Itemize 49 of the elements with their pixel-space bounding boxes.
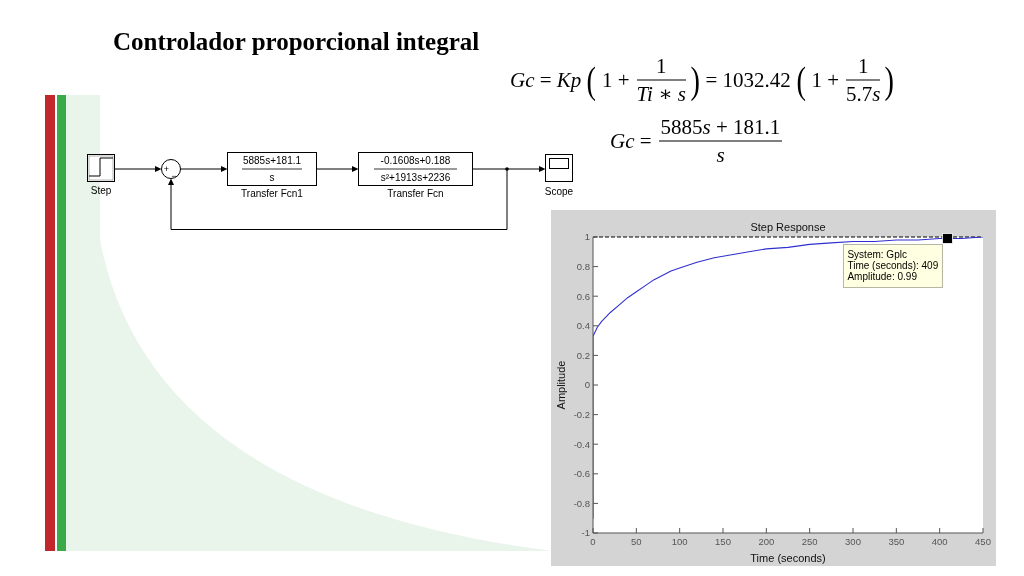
text: − bbox=[171, 170, 177, 180]
y-tick-label: 0.8 bbox=[576, 260, 590, 272]
text: 5885s + 181.1 bbox=[659, 114, 782, 141]
text: Transfer Fcn1 bbox=[241, 188, 303, 199]
y-tick-label: 0 bbox=[584, 379, 590, 391]
text: 5885s+181.1 bbox=[242, 155, 302, 166]
y-tick-label: -1 bbox=[581, 527, 590, 539]
y-tick-label: 0.6 bbox=[576, 290, 590, 302]
x-tick-label: 350 bbox=[888, 535, 905, 547]
text: Step bbox=[90, 185, 112, 196]
y-tick-label: -0.8 bbox=[573, 497, 590, 509]
text: Transfer Fcn bbox=[387, 188, 444, 199]
text: s bbox=[716, 142, 725, 167]
x-tick-label: 300 bbox=[845, 535, 861, 547]
text: ( bbox=[586, 58, 597, 101]
y-axis-title: Amplitude bbox=[554, 360, 567, 410]
text: Gc = bbox=[610, 128, 652, 153]
text: 1 + bbox=[811, 67, 839, 92]
x-tick-label: 100 bbox=[671, 535, 688, 547]
text: Scope bbox=[544, 186, 574, 197]
y-tick-label: -0.4 bbox=[573, 438, 590, 450]
text: 1 bbox=[856, 53, 870, 80]
text: Controlador proporcional integral bbox=[113, 27, 480, 55]
text: s bbox=[269, 171, 275, 183]
x-tick-label: 250 bbox=[801, 535, 818, 547]
y-tick-label: 1 bbox=[584, 231, 590, 243]
text: ) bbox=[885, 58, 895, 101]
x-axis-title: Time (seconds) bbox=[750, 551, 826, 564]
text: ) bbox=[690, 58, 700, 101]
x-tick-label: 50 bbox=[631, 535, 642, 547]
x-tick-label: 400 bbox=[931, 535, 948, 547]
y-tick-label: -0.2 bbox=[573, 408, 590, 420]
text: Ti ∗ s bbox=[636, 80, 686, 106]
text: s²+1913s+2236 bbox=[380, 171, 451, 183]
text: 1 bbox=[654, 53, 668, 80]
x-tick-label: 450 bbox=[975, 535, 991, 547]
text: Gc = Kp bbox=[510, 67, 582, 92]
x-tick-label: 150 bbox=[715, 535, 731, 547]
text: 1 + bbox=[601, 67, 630, 92]
text: = 1032.42 bbox=[705, 67, 791, 92]
text: + bbox=[163, 163, 170, 173]
text: ( bbox=[796, 58, 806, 101]
text: 5.7s bbox=[846, 80, 881, 106]
y-tick-label: 0.2 bbox=[576, 349, 590, 361]
text: -0.1608s+0.188 bbox=[380, 155, 451, 166]
x-tick-label: 200 bbox=[758, 535, 775, 547]
y-tick-label: 0.4 bbox=[576, 320, 590, 332]
y-tick-label: -0.6 bbox=[573, 468, 590, 480]
chart-title: Step Response bbox=[750, 220, 826, 232]
